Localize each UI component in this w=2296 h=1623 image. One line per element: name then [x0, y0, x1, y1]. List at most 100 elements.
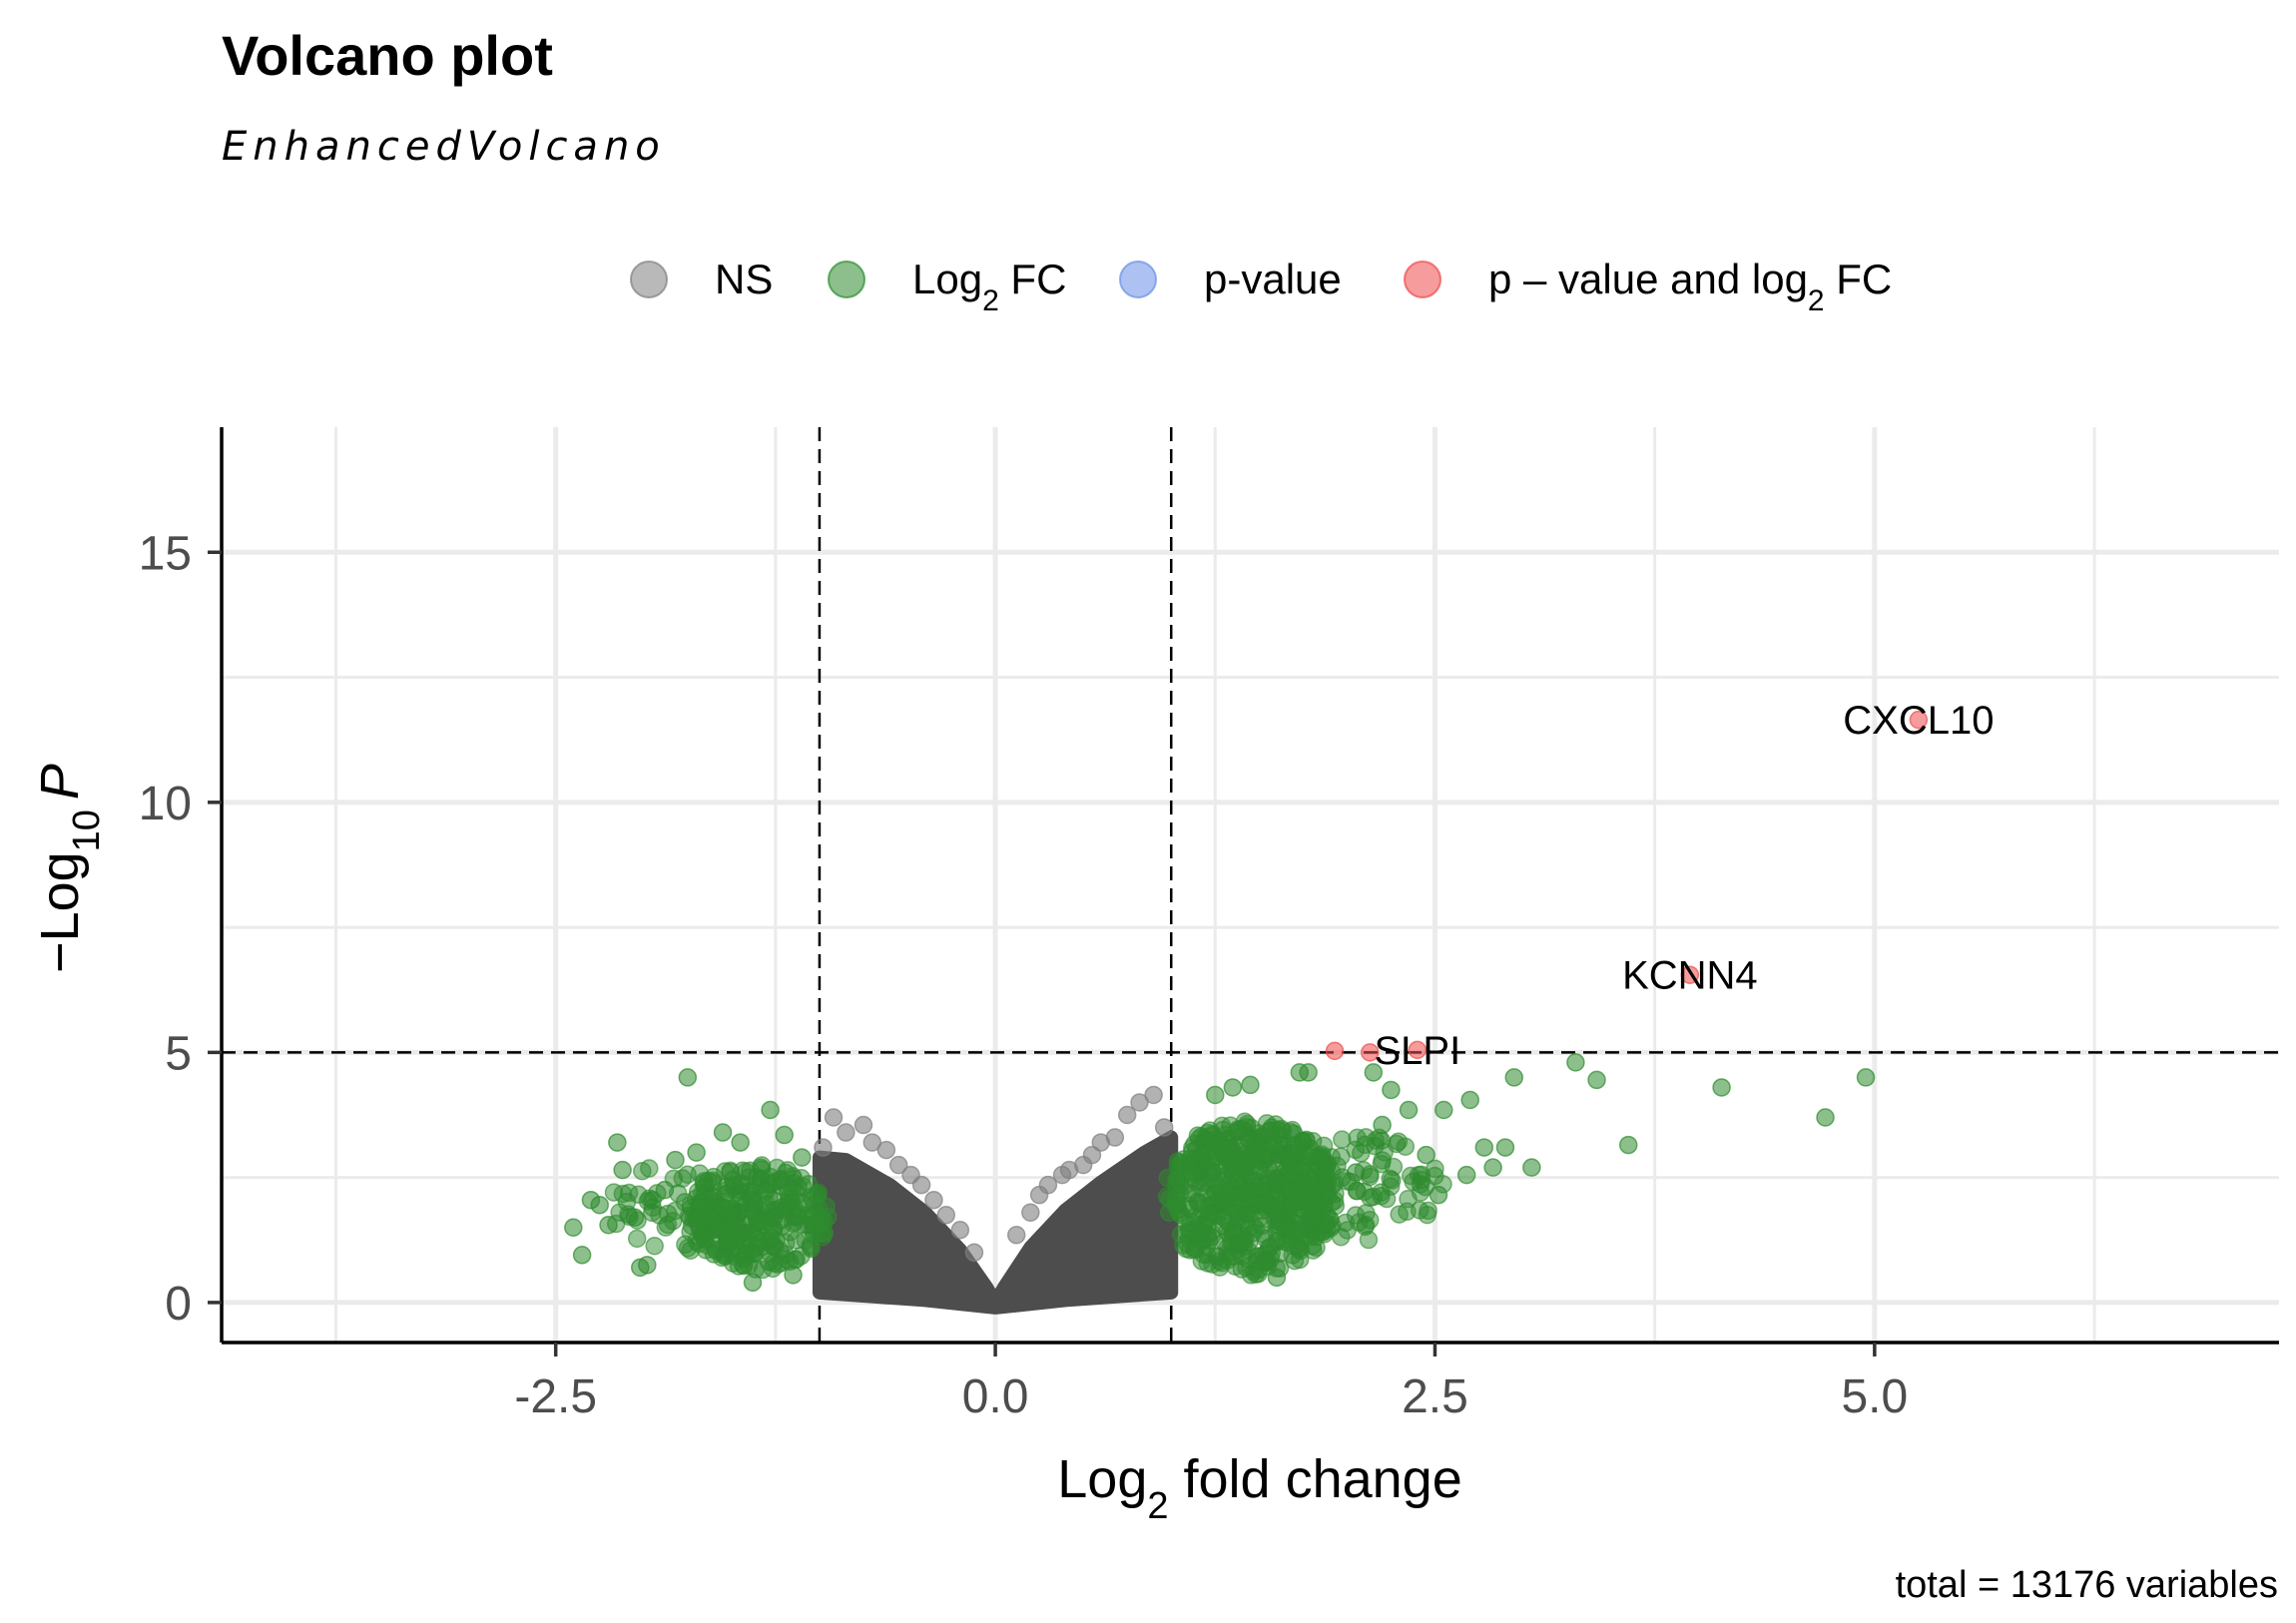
ns-point-8 — [1052, 1165, 1072, 1185]
fc-point-14 — [1429, 1185, 1448, 1205]
fc-cloud-point-left2-66 — [718, 1218, 737, 1238]
fc-cloud-point-right-475 — [1261, 1238, 1280, 1257]
fc-cloud-point-right2-104 — [1283, 1144, 1302, 1163]
fc-point-15 — [1417, 1145, 1435, 1165]
x-tick-label-0: -2.5 — [514, 1370, 597, 1423]
fc-cloud-point-left2-59 — [681, 1241, 701, 1260]
ns-point-1 — [1130, 1093, 1149, 1112]
legend-label-pfc: p – value and log2 FC — [1488, 256, 1892, 317]
fc-point-6 — [1522, 1158, 1541, 1177]
fc-point-32 — [572, 1246, 592, 1265]
fc-cloud-point-right-518 — [1182, 1163, 1201, 1183]
fc-cloud-point-right2-88 — [1270, 1217, 1290, 1236]
fc-cloud-point-right2-118 — [1267, 1170, 1286, 1189]
fc-cloud-point-left-256 — [787, 1230, 806, 1250]
legend-item-pfc: p – value and log2 FC — [1404, 256, 1892, 317]
pfc-point-2 — [1408, 1040, 1428, 1060]
x-tick-label-2: 2.5 — [1402, 1370, 1468, 1423]
ns-density-shape — [812, 1130, 1179, 1315]
fc-cloud-point-left2-65 — [700, 1229, 720, 1248]
fc-cloud-point-right-463 — [1196, 1130, 1216, 1150]
fc-cloud-point-right-501 — [1303, 1236, 1323, 1256]
x-tick-label-1: 0.0 — [962, 1370, 1029, 1423]
fc-cloud-point-right-517 — [1168, 1152, 1188, 1171]
legend-swatch-p — [1119, 261, 1157, 298]
fc-point-4 — [1587, 1070, 1606, 1090]
legend-swatch-ns — [630, 261, 668, 298]
ns-point-13 — [1154, 1118, 1174, 1137]
fc-cloud-point-right-515 — [1272, 1119, 1291, 1139]
fc-point-42 — [743, 1273, 763, 1293]
ns-point-4 — [1091, 1133, 1111, 1152]
fc-point-34 — [599, 1215, 618, 1235]
ns-point-14 — [814, 1138, 833, 1157]
fc-cloud-point-left-241 — [733, 1255, 753, 1275]
chart-subtitle: EnhancedVolcano — [222, 124, 666, 170]
x-tick-label-3: 5.0 — [1841, 1370, 1908, 1423]
fc-point-17 — [1382, 1080, 1401, 1100]
cutoff-lines — [222, 427, 2279, 1343]
fc-point-41 — [731, 1133, 750, 1152]
fc-cloud-point-right2-106 — [1347, 1181, 1367, 1201]
fc-point-3 — [1618, 1135, 1638, 1155]
fc-cloud-point-left-220 — [789, 1178, 808, 1197]
fc-cloud-point-left2-18 — [627, 1229, 647, 1249]
fc-cloud-point-left2-32 — [645, 1236, 664, 1256]
fc-cloud-point-right2-110 — [1250, 1160, 1270, 1180]
fc-cloud-point-right2-107 — [1318, 1172, 1338, 1191]
ns-point-2 — [1117, 1105, 1137, 1125]
fc-point-22 — [1290, 1063, 1310, 1082]
fc-cloud-point-right2-97 — [1328, 1156, 1347, 1176]
gene-label-kcnn4: KCNN4 — [1622, 954, 1758, 998]
fc-point-39 — [687, 1143, 706, 1162]
fc-point-10 — [1474, 1138, 1494, 1157]
fc-cloud-point-left2-68 — [617, 1192, 637, 1212]
fc-point-29 — [608, 1133, 627, 1152]
fc-point-43 — [775, 1125, 794, 1145]
data-points — [564, 710, 1929, 1293]
fc-point-33 — [564, 1218, 583, 1237]
pfc-point-0 — [1909, 710, 1929, 730]
axes — [220, 427, 2279, 1345]
fc-cloud-point-right-498 — [1180, 1200, 1200, 1219]
fc-cloud-point-right-506 — [1241, 1266, 1261, 1285]
fc-point-0 — [1856, 1068, 1876, 1087]
ns-point-23 — [924, 1190, 943, 1210]
legend: NS Log2 FC p-value p – value and log2 FC — [630, 256, 1892, 317]
fc-point-13 — [1435, 1100, 1453, 1120]
fc-cloud-point-right2-114 — [1381, 1169, 1400, 1189]
ns-point-15 — [824, 1108, 844, 1127]
fc-cloud-point-right2-49 — [1333, 1130, 1352, 1149]
fc-point-8 — [1495, 1138, 1515, 1157]
ns-density-cloud — [604, 1112, 1452, 1315]
fc-cloud-point-right2-119 — [1297, 1131, 1316, 1151]
legend-item-ns: NS — [630, 256, 773, 302]
fc-point-12 — [1456, 1165, 1476, 1185]
fc-cloud-point-right-507 — [1211, 1171, 1230, 1191]
fc-point-30 — [613, 1160, 632, 1180]
fc-point-46 — [625, 1208, 645, 1227]
fc-cloud-point-right-514 — [1191, 1177, 1210, 1197]
fc-point-20 — [1346, 1163, 1366, 1182]
fc-cloud-point-left-214 — [802, 1239, 821, 1259]
fc-cloud-point-right2-98 — [1356, 1135, 1375, 1155]
legend-label-fc: Log2 FC — [912, 256, 1066, 317]
fc-point-23 — [1267, 1268, 1287, 1288]
fc-cloud-point-left2-44 — [752, 1213, 771, 1232]
fc-cloud-point-right2-111 — [1416, 1177, 1435, 1197]
ns-point-12 — [1006, 1226, 1026, 1245]
fc-cloud-point-left2-58 — [686, 1208, 706, 1228]
fc-cloud-point-left-250 — [716, 1247, 736, 1266]
y-tick-label-3: 15 — [139, 527, 192, 580]
fc-point-38 — [666, 1150, 685, 1170]
legend-item-fc: Log2 FC — [828, 256, 1066, 317]
fc-cloud-point-right2-90 — [1282, 1196, 1301, 1215]
fc-cloud-point-left2-60 — [712, 1197, 732, 1216]
pfc-point-3 — [1325, 1041, 1345, 1061]
fc-cloud-point-left-230 — [814, 1224, 833, 1243]
ns-point-25 — [950, 1221, 970, 1240]
fc-cloud-point-right-504 — [1210, 1258, 1230, 1277]
chart-title: Volcano plot — [222, 24, 553, 87]
fc-point-5 — [1566, 1053, 1585, 1072]
